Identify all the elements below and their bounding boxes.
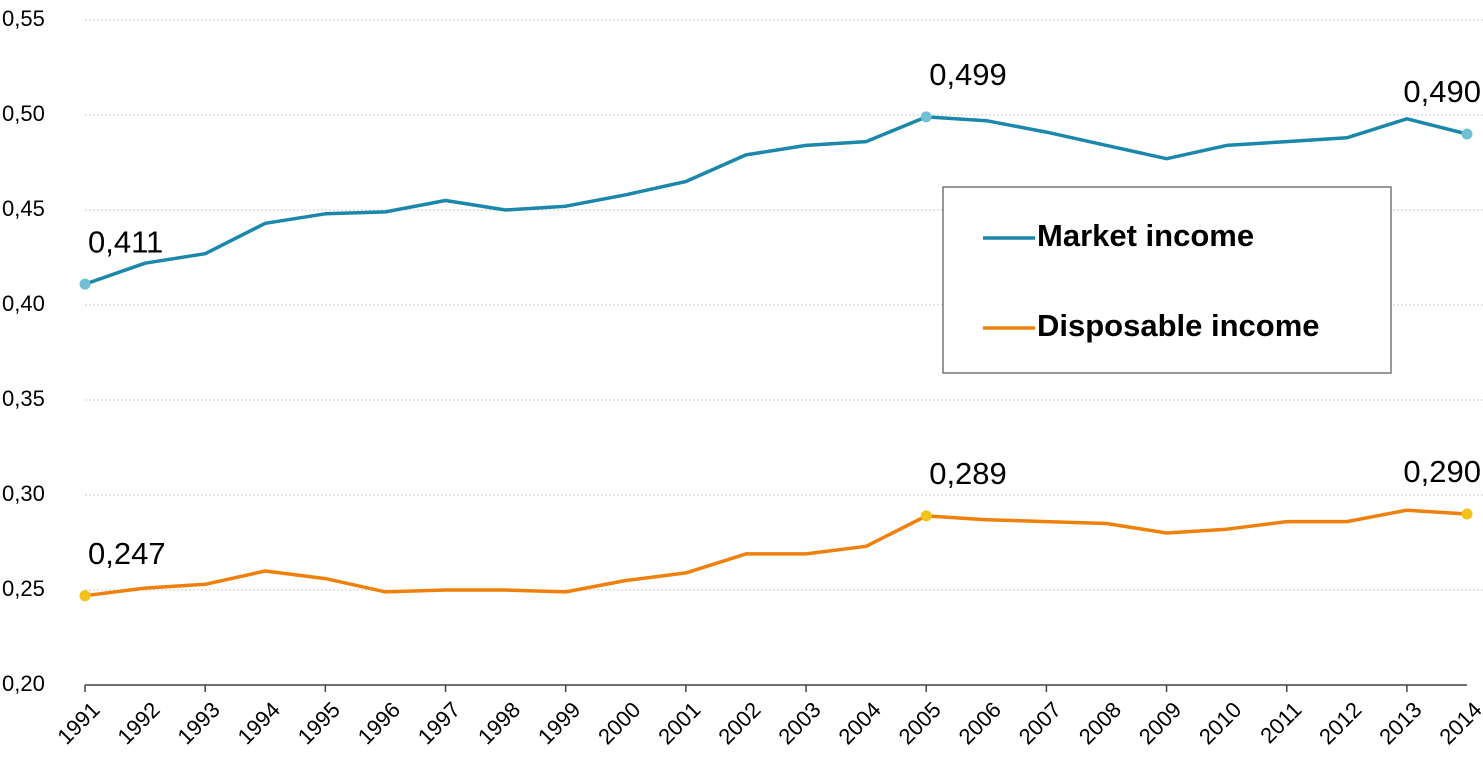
- x-tick-label: 2010: [1194, 697, 1246, 749]
- x-tick-label: 1993: [173, 697, 225, 749]
- data-label: 0,290: [1403, 454, 1481, 489]
- series-line: [84, 115, 1468, 286]
- x-tick-label: 2004: [833, 697, 885, 749]
- x-tick-label: 2003: [773, 697, 825, 749]
- y-tick-label: 0,45: [2, 196, 45, 221]
- x-tick-label: 2002: [713, 697, 765, 749]
- y-tick-label: 0,55: [2, 6, 45, 31]
- x-tick-label: 1996: [353, 697, 405, 749]
- legend-label: Market income: [1037, 218, 1254, 253]
- point-marker: [1461, 508, 1473, 520]
- point-marker: [1461, 128, 1473, 140]
- x-tick-label: 2009: [1134, 697, 1186, 749]
- y-tick-label: 0,35: [2, 386, 45, 411]
- legend: Market income Disposable income: [942, 186, 1392, 374]
- y-tick-label: 0,30: [2, 481, 45, 506]
- x-tick-label: 2008: [1074, 697, 1126, 749]
- x-tick-label: 2001: [653, 697, 705, 749]
- series-line: [84, 508, 1468, 598]
- point-marker: [920, 111, 932, 123]
- data-label: 0,499: [929, 57, 1007, 92]
- x-tick-label: 2000: [593, 697, 645, 749]
- data-label: 0,490: [1403, 74, 1481, 109]
- data-label: 0,289: [929, 456, 1007, 491]
- data-label: 0,411: [88, 224, 163, 259]
- point-marker: [920, 510, 932, 522]
- y-tick-label: 0,20: [2, 671, 45, 696]
- x-tick-label: 1992: [112, 697, 164, 749]
- y-tick-label: 0,50: [2, 101, 45, 126]
- x-tick-label: 2006: [954, 697, 1006, 749]
- point-marker: [79, 278, 91, 290]
- x-tick-label: 1994: [233, 697, 285, 749]
- x-tick-label: 2014: [1434, 697, 1483, 749]
- legend-box: [942, 186, 1392, 374]
- legend-label: Disposable income: [1037, 308, 1320, 343]
- y-tick-label: 0,40: [2, 291, 45, 316]
- x-tick-label: 1991: [52, 697, 104, 749]
- x-tick-label: 1995: [293, 697, 345, 749]
- x-tick-label: 2013: [1374, 697, 1426, 749]
- y-tick-label: 0,25: [2, 576, 45, 601]
- x-tick-label: 1997: [413, 697, 465, 749]
- x-tick-label: 2005: [894, 697, 946, 749]
- x-tick-label: 2007: [1014, 697, 1066, 749]
- point-marker: [79, 590, 91, 602]
- x-tick-label: 2011: [1255, 697, 1306, 748]
- data-label: 0,247: [88, 536, 166, 571]
- x-tick-label: 1999: [533, 697, 585, 749]
- x-tick-label: 1998: [473, 697, 525, 749]
- x-tick-label: 2012: [1314, 697, 1366, 749]
